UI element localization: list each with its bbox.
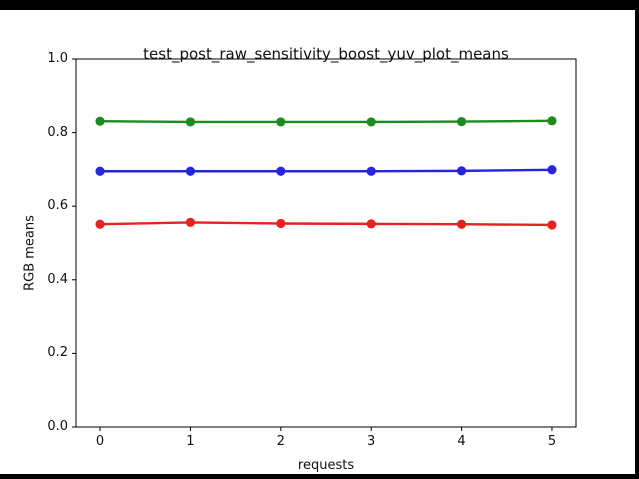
y-tick-label: 0.6 [47,198,68,214]
y-tick-label: 0.0 [47,419,68,434]
green-channel-mean-marker [276,117,286,127]
green-channel-mean-marker [456,116,467,127]
green-channel-mean-marker [95,116,105,126]
blue-channel-mean-marker [276,166,286,176]
axes-frame [75,58,577,428]
blue-channel-mean-marker [547,165,557,175]
red-channel-mean-marker [95,219,105,229]
x-tick-label: 5 [547,434,557,449]
x-tick-label: 3 [367,434,376,449]
blue-channel-mean-marker [456,166,467,176]
x-tick-label: 2 [276,434,285,449]
blue-channel-mean-line [98,168,554,173]
x-axis-label: requests [297,458,355,473]
red-channel-mean-marker [547,220,557,230]
blue-channel-mean-marker [185,166,196,176]
y-tick-label: 0.4 [47,271,68,287]
y-tick-label: 0.8 [47,124,68,140]
red-channel-mean-marker [185,217,196,227]
y-tick-label: 1.0 [47,51,68,66]
blue-channel-mean-marker [95,166,105,176]
green-channel-mean-line [98,119,554,124]
x-tick-label: 1 [186,434,195,449]
red-channel-mean-marker [366,219,376,229]
blue-channel-mean-marker [366,166,376,176]
red-channel-mean-marker [456,219,467,229]
green-channel-mean-marker [185,117,196,127]
x-tick-label: 4 [457,434,466,449]
red-channel-mean-line [98,221,554,227]
green-channel-mean-marker [547,116,557,126]
x-tick-label: 0 [95,434,105,449]
line-chart-svg [72,58,577,431]
red-channel-mean-marker [276,218,286,229]
y-tick-label: 0.2 [47,345,68,361]
green-channel-mean-marker [366,117,376,127]
figure-canvas: test_post_raw_sensitivity_boost_yuv_plot… [0,10,635,474]
